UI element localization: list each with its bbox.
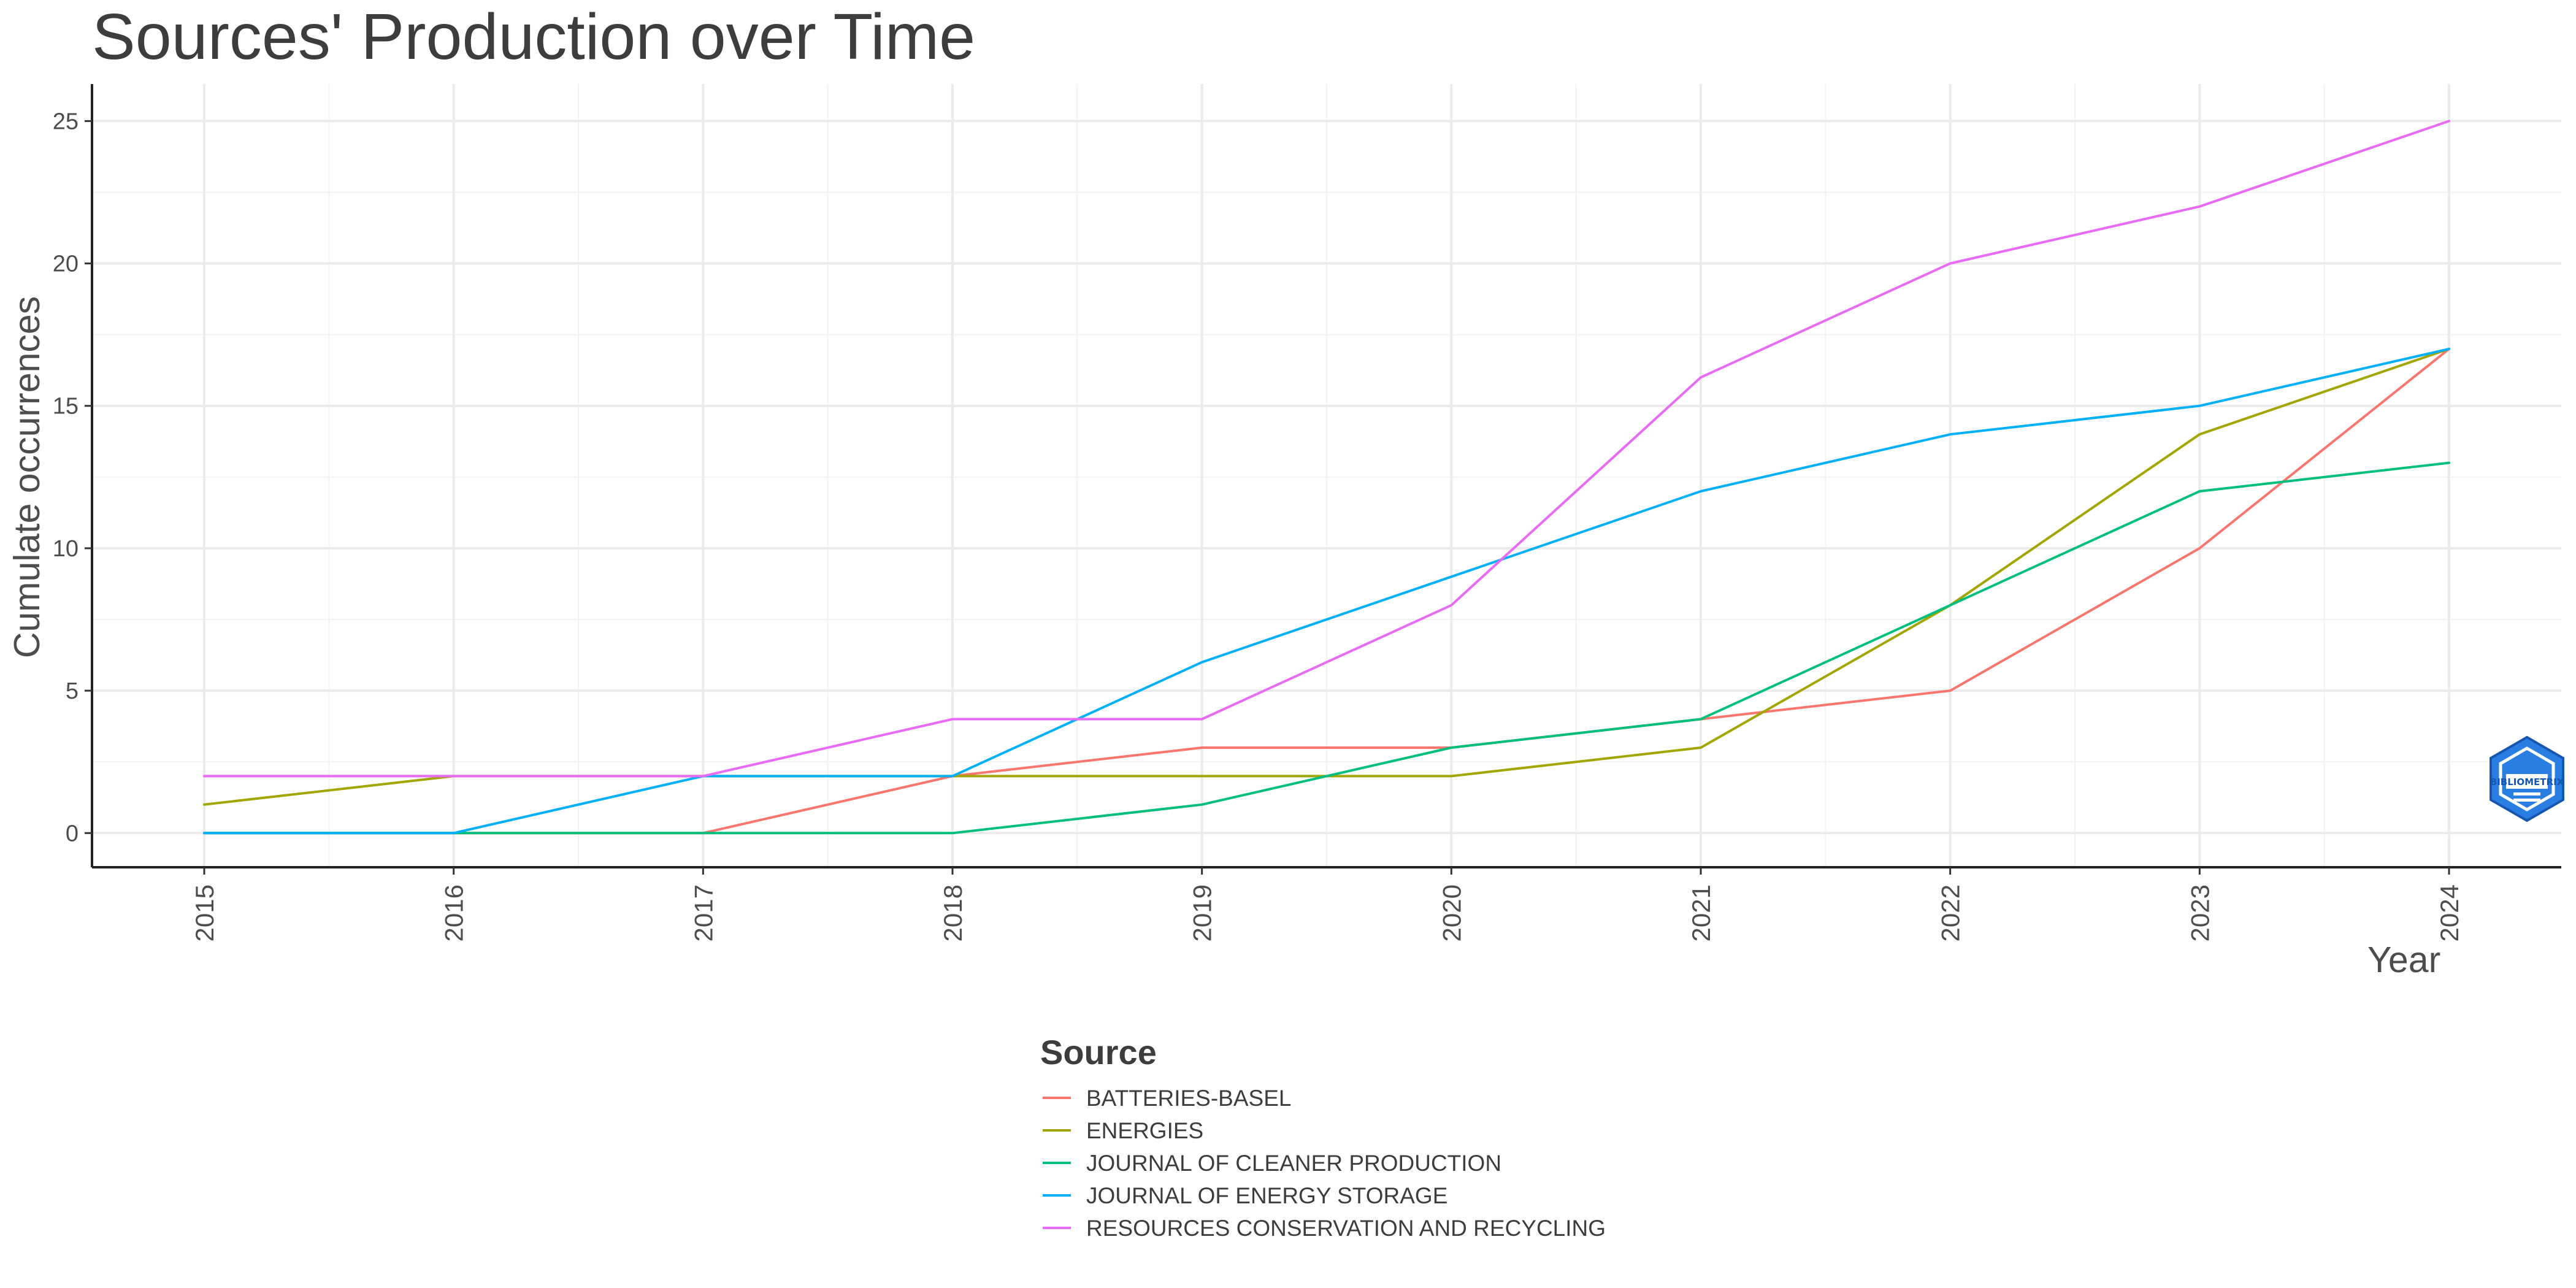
series-line bbox=[203, 120, 2450, 778]
watermark-text: BIBLIOMETRIX bbox=[2490, 776, 2564, 788]
legend-items: BATTERIES-BASEL ENERGIES JOURNAL OF CLEANE… bbox=[1043, 1086, 1606, 1241]
y-tick-label: 10 bbox=[53, 536, 79, 562]
legend-label: BATTERIES-BASEL bbox=[1086, 1086, 1291, 1111]
bibliometrix-logo: BIBLIOMETRIX bbox=[2490, 735, 2564, 822]
legend-label: ENERGIES bbox=[1086, 1118, 1203, 1143]
x-axis-title: Year bbox=[2367, 940, 2440, 980]
x-tick-label: 2024 bbox=[2435, 884, 2464, 941]
chart-title: Sources' Production over Time bbox=[92, 1, 975, 73]
x-tick-label: 2015 bbox=[190, 884, 219, 941]
y-tick-label: 25 bbox=[53, 109, 79, 134]
legend-label: RESOURCES CONSERVATION AND RECYCLING bbox=[1086, 1216, 1606, 1241]
x-tick-label: 2022 bbox=[1936, 884, 1965, 941]
y-axis-title: Cumulate occurrences bbox=[7, 296, 47, 658]
legend: Source BATTERIES-BASEL ENERGIES JOURNAL OF… bbox=[1040, 1033, 1606, 1241]
series-line bbox=[203, 347, 2450, 835]
legend-title: Source bbox=[1040, 1033, 1157, 1071]
x-tick-label: 2023 bbox=[2185, 884, 2214, 941]
x-tick-label: 2021 bbox=[1687, 884, 1715, 941]
y-ticks-layer: 0 5 10 15 20 25 bbox=[53, 109, 92, 846]
series-line bbox=[203, 461, 2450, 835]
y-tick-label: 20 bbox=[53, 251, 79, 277]
x-tick-label: 2018 bbox=[938, 884, 967, 941]
y-tick-label: 15 bbox=[53, 394, 79, 420]
x-ticks-layer: 2015 2016 2017 2018 2019 2020 2021 2022 2023 2024 bbox=[190, 867, 2464, 941]
x-tick-label: 2020 bbox=[1437, 884, 1466, 941]
x-tick-label: 2019 bbox=[1188, 884, 1217, 941]
y-tick-label: 0 bbox=[66, 821, 79, 846]
series-layer bbox=[203, 120, 2450, 835]
y-tick-label: 5 bbox=[66, 678, 79, 704]
legend-label: JOURNAL OF CLEANER PRODUCTION bbox=[1086, 1151, 1501, 1176]
x-tick-label: 2016 bbox=[440, 884, 469, 941]
grid-layer bbox=[92, 84, 2561, 867]
x-tick-label: 2017 bbox=[689, 884, 718, 941]
legend-label: JOURNAL OF ENERGY STORAGE bbox=[1086, 1183, 1447, 1208]
